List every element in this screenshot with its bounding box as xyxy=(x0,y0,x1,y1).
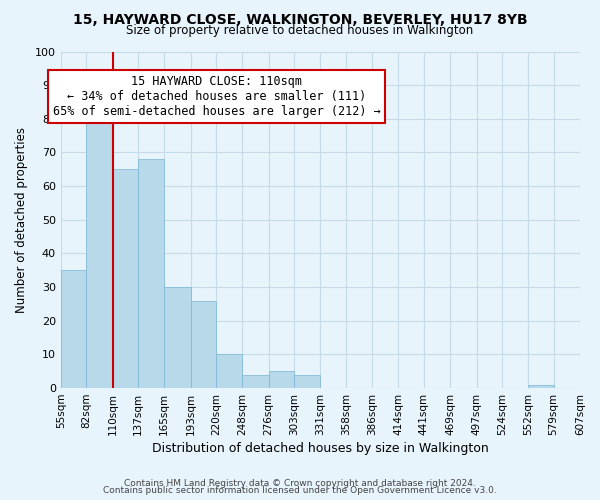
Bar xyxy=(61,270,86,388)
Bar xyxy=(113,170,138,388)
X-axis label: Distribution of detached houses by size in Walkington: Distribution of detached houses by size … xyxy=(152,442,489,455)
Text: Contains HM Land Registry data © Crown copyright and database right 2024.: Contains HM Land Registry data © Crown c… xyxy=(124,478,476,488)
Text: 15 HAYWARD CLOSE: 110sqm
← 34% of detached houses are smaller (111)
65% of semi-: 15 HAYWARD CLOSE: 110sqm ← 34% of detach… xyxy=(53,75,380,118)
Bar xyxy=(191,300,216,388)
Bar xyxy=(294,374,320,388)
Bar xyxy=(242,374,269,388)
Bar xyxy=(528,384,554,388)
Bar xyxy=(138,159,164,388)
Bar xyxy=(216,354,242,388)
Text: 15, HAYWARD CLOSE, WALKINGTON, BEVERLEY, HU17 8YB: 15, HAYWARD CLOSE, WALKINGTON, BEVERLEY,… xyxy=(73,12,527,26)
Y-axis label: Number of detached properties: Number of detached properties xyxy=(15,127,28,313)
Text: Contains public sector information licensed under the Open Government Licence v3: Contains public sector information licen… xyxy=(103,486,497,495)
Bar xyxy=(164,287,191,388)
Bar xyxy=(269,371,294,388)
Text: Size of property relative to detached houses in Walkington: Size of property relative to detached ho… xyxy=(127,24,473,37)
Bar xyxy=(86,112,113,388)
